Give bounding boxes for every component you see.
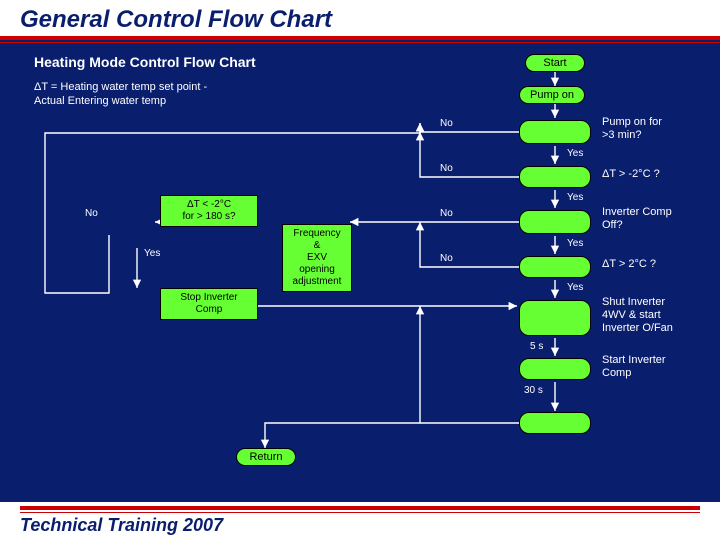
- edge-yes-5: Yes: [144, 248, 160, 259]
- node-inv-off-shape: [519, 210, 591, 234]
- edge-no-5: No: [85, 208, 98, 219]
- edge-yes-2: Yes: [567, 192, 583, 203]
- flowchart: Start Pump on Pump on for>3 min? ΔT > -2…: [0, 48, 720, 504]
- edge-yes-4: Yes: [567, 282, 583, 293]
- edge-yes-1: Yes: [567, 148, 583, 159]
- footer: Technical Training 2007: [0, 502, 720, 540]
- node-shut-inv-shape: [519, 300, 591, 336]
- delay-30s: 30 s: [524, 385, 543, 396]
- edge-no-1: No: [440, 118, 453, 129]
- node-dt-p2-label: ΔT > 2°C ?: [602, 258, 656, 271]
- node-stop-inv: Stop InverterComp: [160, 288, 258, 320]
- node-start-inv-label: Start InverterComp: [602, 354, 666, 380]
- edge-no-2: No: [440, 163, 453, 174]
- node-dt-m2-label: ΔT > -2°C ?: [602, 168, 660, 181]
- node-return: Return: [236, 448, 296, 466]
- node-dt-180: ΔT < -2°Cfor > 180 s?: [160, 195, 258, 227]
- delay-5s: 5 s: [530, 341, 543, 352]
- node-dt-m2-shape: [519, 166, 591, 188]
- node-loop-shape: [519, 412, 591, 434]
- node-shut-inv-label: Shut Inverter4WV & startInverter O/Fan: [602, 296, 673, 336]
- edge-no-3: No: [440, 208, 453, 219]
- edge-yes-3: Yes: [567, 238, 583, 249]
- page-title: General Control Flow Chart: [20, 6, 700, 34]
- node-pump-3min-label: Pump on for>3 min?: [602, 116, 662, 142]
- footer-text: Technical Training 2007: [20, 515, 700, 536]
- node-start: Start: [525, 54, 585, 72]
- footer-rule-thick: [20, 506, 700, 510]
- node-start-inv-shape: [519, 358, 591, 380]
- edge-no-4: No: [440, 253, 453, 264]
- footer-rule-thin: [20, 512, 700, 513]
- node-pump-on: Pump on: [519, 86, 585, 104]
- header: General Control Flow Chart: [0, 0, 720, 36]
- node-dt-p2-shape: [519, 256, 591, 278]
- header-rule-thin: [0, 42, 720, 43]
- header-rule-thick: [0, 36, 720, 40]
- node-freq-adj: Frequency &EXV openingadjustment: [282, 224, 352, 292]
- node-pump-3min-shape: [519, 120, 591, 144]
- node-inv-off-label: Inverter CompOff?: [602, 206, 672, 232]
